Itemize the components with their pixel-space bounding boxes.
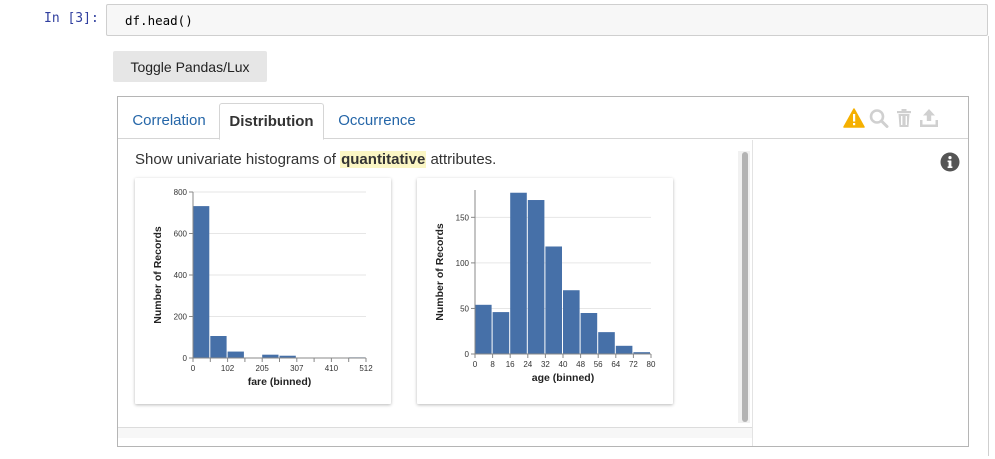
x-tick-label: 0 — [191, 364, 196, 373]
histogram-bar — [527, 200, 545, 354]
histogram-bar — [580, 313, 598, 354]
cell-right-border — [988, 36, 989, 456]
histogram-bar — [227, 351, 244, 358]
scroll-area-bottom — [118, 428, 752, 438]
age-histogram: 0 50 100 150 0 8 16 24 32 40 48 56 64 72 80 age (binned… — [434, 190, 656, 384]
x-tick-label: 410 — [325, 364, 339, 373]
y-tick-label: 400 — [174, 271, 188, 280]
x-tick-label: 72 — [629, 360, 638, 369]
histogram-bar — [193, 206, 210, 358]
description-highlight: quantitative — [340, 151, 427, 168]
y-tick-label: 0 — [183, 354, 188, 363]
upload-icon[interactable] — [918, 108, 940, 128]
vertical-scrollbar[interactable] — [742, 152, 748, 422]
toggle-pandas-lux-button[interactable]: Toggle Pandas/Lux — [113, 51, 267, 82]
y-tick-label: 0 — [465, 350, 470, 359]
description-text: Show univariate histograms of quantitati… — [135, 151, 496, 168]
lux-widget: Correlation Distribution Occurrence — [117, 96, 969, 447]
search-icon[interactable] — [868, 108, 890, 128]
x-tick-label: 205 — [256, 364, 270, 373]
histogram-bar — [545, 246, 562, 354]
y-axis-title: Number of Records — [152, 226, 164, 324]
histogram-bar — [262, 354, 279, 358]
x-tick-label: 8 — [490, 360, 495, 369]
x-tick-label: 0 — [473, 360, 478, 369]
y-tick-label: 50 — [460, 304, 469, 313]
warning-icon[interactable] — [843, 108, 865, 128]
y-tick-label: 800 — [174, 188, 188, 197]
horizontal-scrollbar[interactable] — [118, 427, 752, 428]
histogram-bar — [510, 192, 527, 354]
y-tick-label: 200 — [174, 313, 188, 322]
y-tick-label: 150 — [456, 213, 470, 222]
panel-divider — [752, 140, 753, 446]
info-icon[interactable] — [940, 152, 960, 172]
tab-occurrence[interactable]: Occurrence — [338, 112, 416, 129]
histogram-bar — [210, 336, 227, 358]
tab-bar: Correlation Distribution Occurrence — [118, 97, 968, 140]
x-tick-label: 32 — [541, 360, 550, 369]
code-text[interactable]: df.head() — [125, 13, 193, 28]
description-prefix: Show univariate histograms of — [135, 151, 341, 168]
histogram-bar — [475, 304, 492, 354]
x-tick-label: 16 — [506, 360, 515, 369]
y-tick-label: 600 — [174, 230, 188, 239]
tab-distribution[interactable]: Distribution — [219, 103, 324, 140]
trash-icon[interactable] — [893, 108, 915, 128]
histogram-bar — [492, 312, 510, 354]
histogram-bar — [615, 345, 633, 354]
y-axis-title: Number of Records — [434, 223, 446, 321]
x-axis-title: age (binned) — [532, 372, 594, 384]
description-suffix: attributes. — [426, 151, 497, 168]
x-tick-label: 40 — [559, 360, 568, 369]
fare-histogram-card[interactable]: 0 200 400 600 800 0 102 205 307 410 512 fare (binne… — [135, 178, 391, 404]
x-axis-title: fare (binned) — [248, 376, 312, 388]
x-tick-label: 512 — [359, 364, 373, 373]
x-tick-label: 24 — [523, 360, 532, 369]
age-histogram-card[interactable]: 0 50 100 150 0 8 16 24 32 40 48 56 64 72 80 age (binned… — [417, 178, 673, 404]
fare-histogram: 0 200 400 600 800 0 102 205 307 410 512 fare (binne… — [152, 188, 373, 388]
cell-prompt: In [3]: — [44, 11, 99, 26]
code-cell[interactable]: df.head() — [106, 4, 988, 36]
x-tick-label: 56 — [594, 360, 603, 369]
x-tick-label: 80 — [647, 360, 656, 369]
widget-content: Show univariate histograms of quantitati… — [118, 140, 968, 446]
x-tick-label: 64 — [611, 360, 620, 369]
histogram-bar — [563, 290, 580, 354]
x-tick-label: 48 — [576, 360, 585, 369]
y-tick-label: 100 — [456, 259, 470, 268]
tab-correlation[interactable]: Correlation — [132, 112, 206, 129]
histogram-bar — [633, 352, 650, 354]
histogram-bar — [598, 332, 615, 354]
x-tick-label: 307 — [290, 364, 304, 373]
x-tick-label: 102 — [221, 364, 235, 373]
histogram-bar — [279, 355, 296, 358]
